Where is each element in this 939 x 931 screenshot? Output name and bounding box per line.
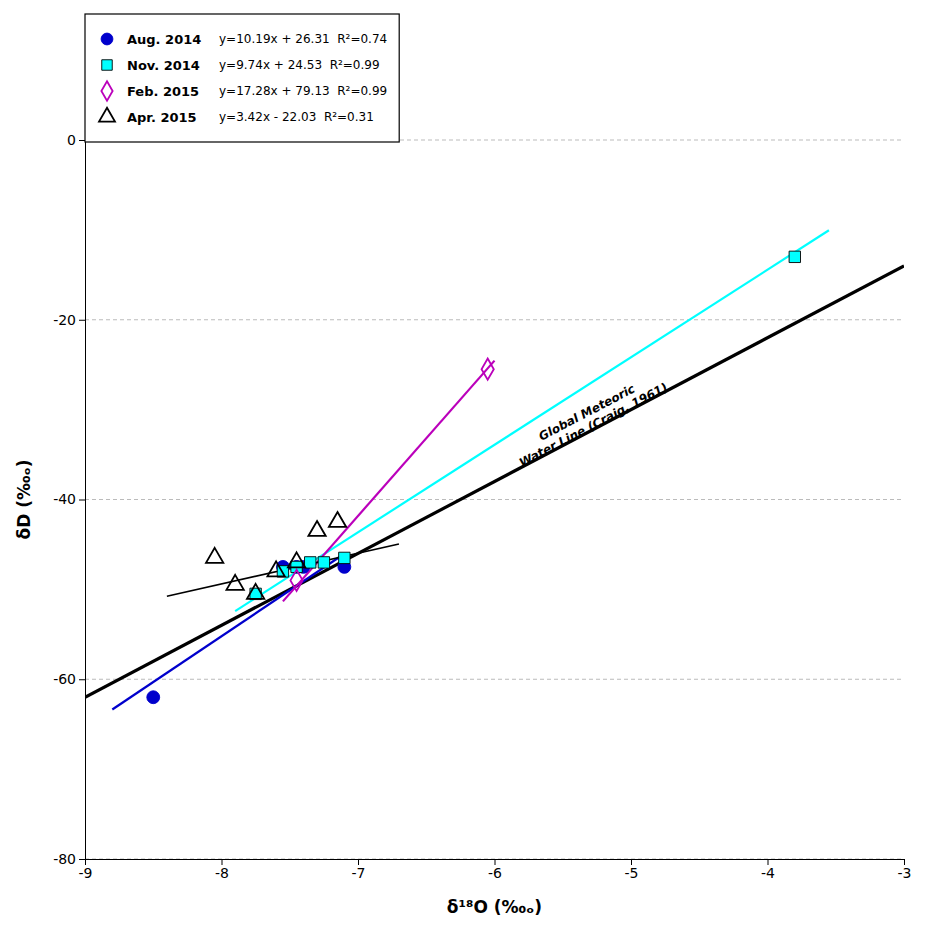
y-tick: -60 bbox=[53, 671, 85, 687]
x-tick: -6 bbox=[488, 859, 502, 881]
y-axis-label: δD (‰ₒ) bbox=[14, 459, 34, 539]
fit-line bbox=[167, 544, 399, 596]
legend-marker bbox=[101, 33, 113, 45]
fit-line bbox=[283, 361, 495, 602]
legend-label: Feb. 2015 bbox=[127, 84, 199, 99]
y-tick: -20 bbox=[53, 312, 85, 328]
y-tick-mark bbox=[79, 859, 85, 860]
y-tick-label: -20 bbox=[53, 312, 76, 328]
legend-frame bbox=[85, 14, 399, 142]
point bbox=[318, 557, 329, 568]
point bbox=[206, 548, 223, 563]
legend-equation: y=17.28x + 79.13 R²=0.99 bbox=[219, 84, 387, 98]
grid-line bbox=[85, 499, 904, 500]
x-tick-label: -8 bbox=[215, 865, 229, 881]
legend-marker bbox=[102, 60, 112, 70]
plot-area: -9 -8 -7 -6 -5 -4 -3 0 -20 -40 -60 -80 bbox=[53, 132, 911, 881]
legend: Aug. 2014 y=10.19x + 26.31 R²=0.74 Nov. 20… bbox=[85, 14, 399, 142]
chart: -9 -8 -7 -6 -5 -4 -3 0 -20 -40 -60 -80 δ¹⁸O (‰ₒ) δD (… bbox=[0, 0, 939, 931]
fit-line bbox=[235, 230, 829, 611]
x-tick: -9 bbox=[79, 859, 93, 881]
point bbox=[290, 570, 302, 591]
fit-line bbox=[112, 554, 344, 710]
y-tick-mark bbox=[79, 500, 85, 501]
grid-line bbox=[85, 679, 904, 680]
grid bbox=[85, 140, 904, 859]
y-axis-line bbox=[79, 141, 86, 860]
y-tick: 0 bbox=[67, 132, 85, 148]
annotation-line: Water Line (Craig, 1961) bbox=[517, 380, 670, 470]
x-tick: -7 bbox=[352, 859, 366, 881]
point bbox=[247, 584, 264, 599]
x-tick-label: -5 bbox=[625, 865, 639, 881]
x-tick-label: -6 bbox=[488, 865, 502, 881]
y-axis: 0 -20 -40 -60 -80 bbox=[53, 132, 85, 867]
y-tick: -40 bbox=[53, 491, 85, 507]
legend-label: Nov. 2014 bbox=[127, 58, 200, 73]
x-tick: -4 bbox=[761, 859, 775, 881]
legend-marker bbox=[101, 81, 112, 101]
legend-equation: y=10.19x + 26.31 R²=0.74 bbox=[219, 32, 387, 46]
legend-equation: y=3.42x - 22.03 R²=0.31 bbox=[219, 110, 374, 124]
x-tick-label: -4 bbox=[761, 865, 775, 881]
y-tick: -80 bbox=[53, 851, 85, 867]
x-tick-label: -3 bbox=[898, 865, 912, 881]
point bbox=[305, 557, 316, 568]
x-axis-label: δ¹⁸O (‰ₒ) bbox=[447, 897, 542, 917]
legend-equation: y=9.74x + 24.53 R²=0.99 bbox=[219, 58, 380, 72]
legend-marker bbox=[99, 108, 115, 122]
y-tick-mark bbox=[79, 679, 85, 680]
legend-label: Apr. 2015 bbox=[127, 110, 197, 125]
series-points bbox=[250, 251, 801, 599]
x-tick-label: -7 bbox=[352, 865, 366, 881]
annotation: Global MeteoricWater Line (Craig, 1961) bbox=[510, 368, 670, 470]
y-tick-label: -80 bbox=[53, 851, 76, 867]
series-points bbox=[147, 560, 351, 703]
marks bbox=[85, 230, 904, 709]
y-tick-mark bbox=[79, 140, 85, 141]
legend-label: Aug. 2014 bbox=[127, 32, 201, 47]
point bbox=[789, 251, 800, 262]
point bbox=[308, 521, 325, 536]
grid-line bbox=[85, 319, 904, 320]
point bbox=[482, 359, 494, 380]
series-points bbox=[290, 359, 493, 591]
y-tick-mark bbox=[79, 320, 85, 321]
x-axis: -9 -8 -7 -6 -5 -4 -3 bbox=[79, 859, 912, 881]
series-points bbox=[206, 512, 346, 599]
x-tick: -5 bbox=[625, 859, 639, 881]
point bbox=[339, 552, 350, 563]
point bbox=[267, 561, 284, 576]
y-tick-label: -60 bbox=[53, 671, 76, 687]
point bbox=[329, 512, 346, 527]
x-tick: -3 bbox=[898, 859, 912, 881]
reference-line bbox=[85, 266, 904, 697]
y-tick-label: 0 bbox=[67, 132, 76, 148]
y-tick-label: -40 bbox=[53, 491, 76, 507]
x-tick: -8 bbox=[215, 859, 229, 881]
point bbox=[288, 552, 305, 567]
point bbox=[147, 691, 160, 704]
x-tick-label: -9 bbox=[79, 865, 93, 881]
point bbox=[226, 575, 243, 590]
